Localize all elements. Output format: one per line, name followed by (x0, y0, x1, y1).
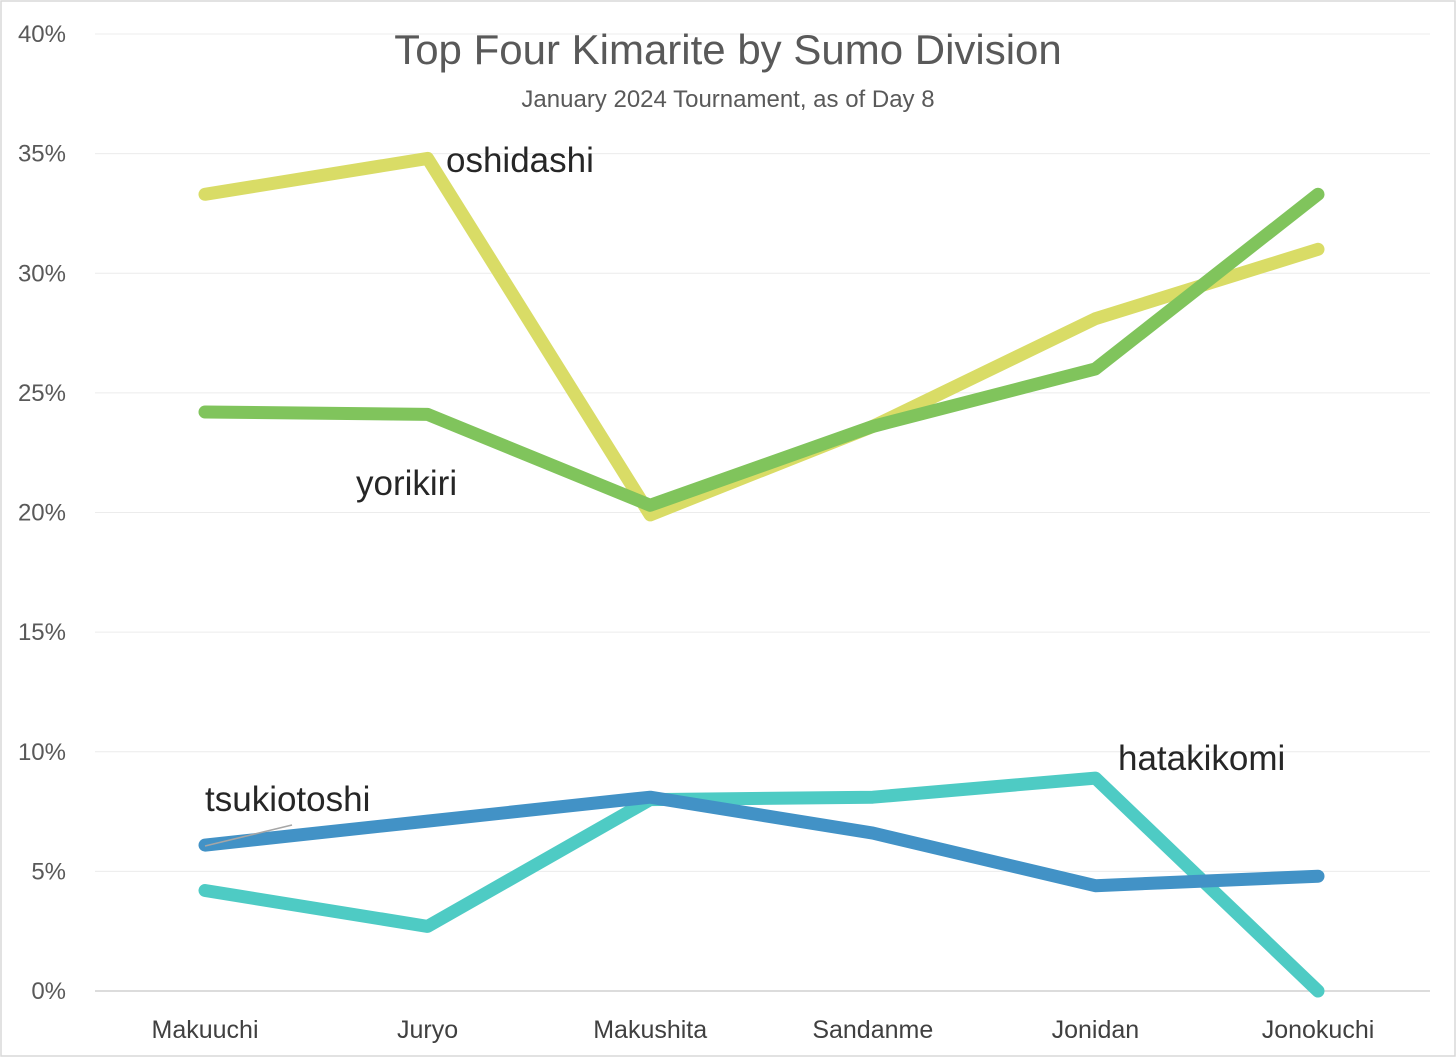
series-labels: oshidashi yorikiri hatakikomi tsukiotoshi (204, 141, 1285, 847)
label-leader-line (204, 824, 293, 847)
x-axis-ticks: Makuuchi Juryo Makushita Sandanme Jonidan Jon… (152, 1016, 1375, 1044)
series-label-tsukiotoshi: tsukiotoshi (205, 780, 370, 819)
series-label-yorikiri: yorikiri (356, 464, 457, 503)
x-tick-label: Makuuchi (152, 1016, 259, 1044)
y-tick-label: 5% (31, 858, 66, 885)
series-line-yorikiri (198, 187, 1325, 512)
x-tick-label: Jonidan (1052, 1016, 1140, 1044)
y-tick-label: 30% (18, 260, 66, 287)
y-tick-label: 10% (18, 739, 66, 766)
y-tick-label: 20% (18, 500, 66, 527)
y-tick-label: 25% (18, 380, 66, 407)
y-tick-label: 0% (31, 978, 66, 1005)
x-tick-label: Makushita (593, 1016, 707, 1044)
y-tick-label: 40% (18, 21, 66, 48)
y-axis-ticks: 0% 5% 10% 15% 20% 25% 30% 35% 40% (18, 21, 66, 1005)
x-tick-label: Sandanme (812, 1016, 933, 1044)
y-tick-label: 35% (18, 141, 66, 168)
chart-title: Top Four Kimarite by Sumo Division (394, 26, 1062, 73)
series-line-hatakikomi (198, 771, 1325, 998)
chart-subtitle: January 2024 Tournament, as of Day 8 (521, 86, 934, 113)
series-line-tsukiotoshi (198, 790, 1325, 893)
x-tick-label: Juryo (397, 1016, 458, 1044)
series-label-hatakikomi: hatakikomi (1118, 739, 1285, 778)
y-tick-label: 15% (18, 619, 66, 646)
series-lines (198, 151, 1325, 998)
series-label-oshidashi: oshidashi (446, 141, 594, 180)
x-tick-label: Jonokuchi (1262, 1016, 1375, 1044)
